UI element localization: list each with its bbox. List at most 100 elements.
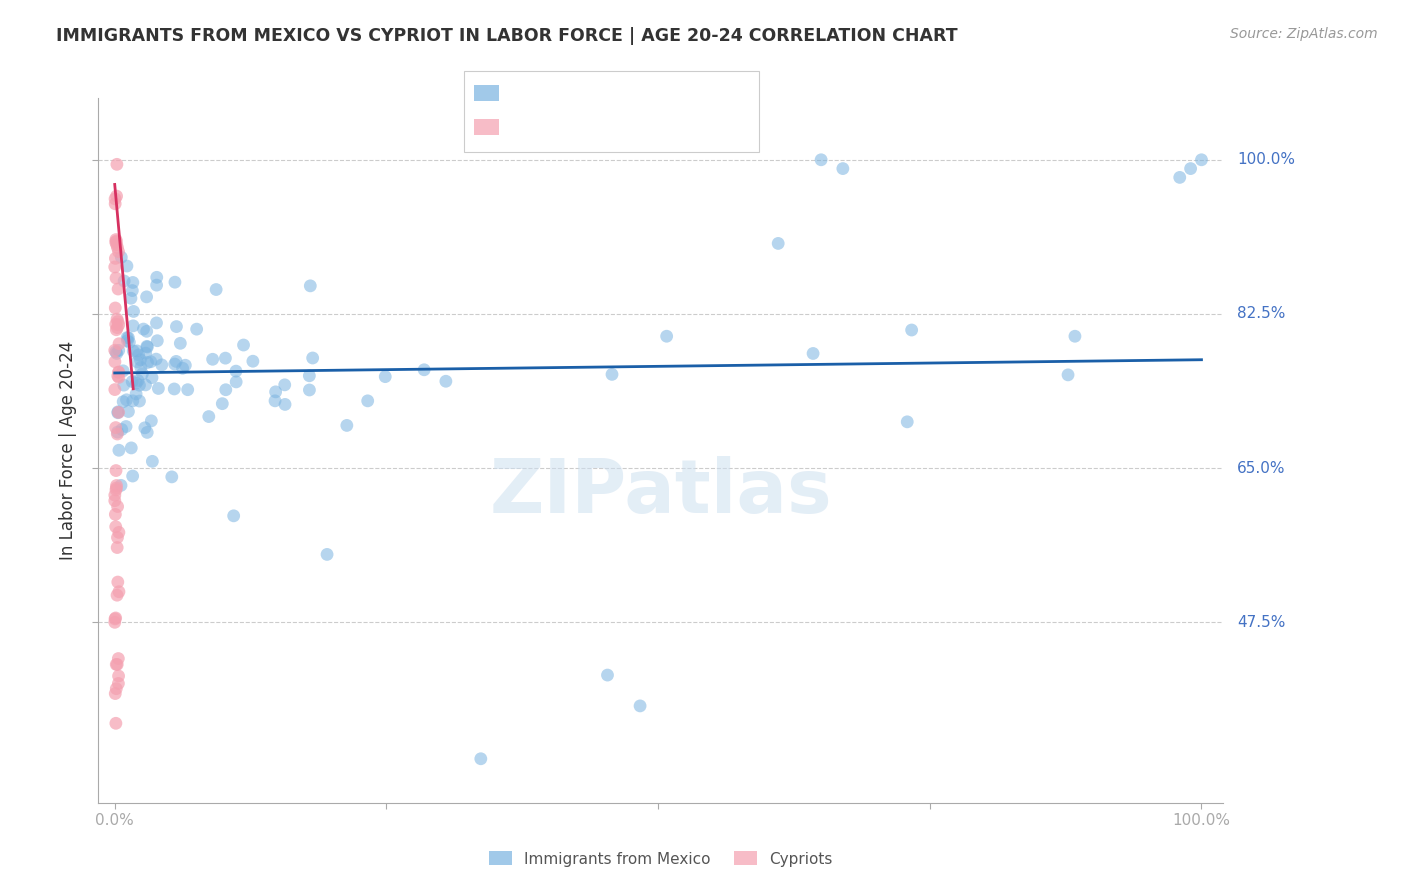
Text: 82.5%: 82.5% [1237, 307, 1285, 321]
Point [104, 520, 127, 534]
Point [111, 422, 134, 436]
Point [104, 301, 127, 315]
Point [117, 404, 139, 418]
Point [600, 368, 623, 382]
Point [121, 276, 143, 290]
Point [104, 615, 127, 630]
Point [112, 274, 135, 288]
Point [316, 548, 339, 562]
Point [117, 334, 139, 348]
Point [413, 363, 436, 377]
Point [107, 405, 129, 419]
Point [112, 378, 135, 392]
Text: 0.436: 0.436 [538, 120, 582, 134]
Point [201, 352, 224, 367]
Point [1191, 153, 1213, 167]
Point [105, 588, 128, 602]
Point [1180, 161, 1202, 176]
Point [104, 716, 127, 731]
Point [264, 384, 287, 399]
Point [112, 364, 135, 378]
Point [125, 376, 148, 391]
Text: 65.0%: 65.0% [1237, 460, 1285, 475]
Point [896, 415, 918, 429]
Point [121, 284, 143, 298]
Point [105, 320, 128, 334]
Point [122, 304, 145, 318]
Point [135, 324, 157, 338]
Point [105, 234, 128, 248]
Point [129, 360, 152, 375]
Point [105, 483, 128, 497]
Point [107, 425, 129, 439]
Point [115, 259, 138, 273]
Text: IMMIGRANTS FROM MEXICO VS CYPRIOT IN LABOR FORCE | AGE 20-24 CORRELATION CHART: IMMIGRANTS FROM MEXICO VS CYPRIOT IN LAB… [56, 27, 957, 45]
Point [104, 488, 127, 502]
Point [104, 420, 127, 434]
Point [107, 343, 129, 358]
Point [120, 291, 142, 305]
Point [128, 348, 150, 362]
Point [1057, 368, 1080, 382]
Point [434, 374, 457, 388]
Point [128, 394, 150, 409]
Point [232, 338, 254, 352]
Point [169, 336, 191, 351]
Text: N =: N = [595, 120, 628, 134]
Text: N =: N = [595, 86, 628, 100]
Point [810, 153, 832, 167]
Point [105, 657, 128, 672]
Point [225, 375, 247, 389]
Point [145, 316, 167, 330]
Point [134, 377, 156, 392]
Point [205, 283, 228, 297]
Point [299, 278, 322, 293]
Point [177, 383, 200, 397]
Point [186, 322, 208, 336]
Point [163, 275, 186, 289]
Point [107, 575, 129, 590]
Text: R =: R = [509, 86, 543, 100]
Point [104, 196, 127, 211]
Point [125, 387, 148, 401]
Point [139, 355, 162, 369]
Point [118, 335, 141, 350]
Point [105, 541, 128, 555]
Point [121, 393, 143, 408]
Point [135, 339, 157, 353]
Point [336, 418, 359, 433]
Text: 116: 116 [623, 86, 652, 100]
Point [104, 493, 127, 508]
Point [172, 361, 194, 376]
Point [145, 352, 167, 367]
Point [470, 752, 492, 766]
Point [145, 278, 167, 293]
Point [115, 392, 138, 407]
Point [104, 687, 127, 701]
Point [107, 369, 129, 384]
Point [107, 405, 129, 419]
Point [136, 340, 159, 354]
Point [628, 698, 651, 713]
Point [301, 351, 323, 365]
Point [107, 365, 129, 379]
Point [105, 323, 128, 337]
Point [104, 343, 127, 358]
Point [108, 525, 131, 540]
Point [107, 241, 129, 255]
Point [134, 421, 156, 435]
Point [107, 365, 129, 379]
Point [141, 414, 163, 428]
Point [211, 397, 233, 411]
Point [121, 375, 143, 389]
Point [264, 393, 287, 408]
Point [150, 358, 173, 372]
Point [131, 367, 153, 381]
Point [148, 381, 170, 395]
Point [104, 612, 127, 626]
Point [105, 478, 128, 492]
Point [274, 377, 297, 392]
Point [105, 237, 128, 252]
Point [104, 252, 127, 266]
Point [108, 443, 131, 458]
